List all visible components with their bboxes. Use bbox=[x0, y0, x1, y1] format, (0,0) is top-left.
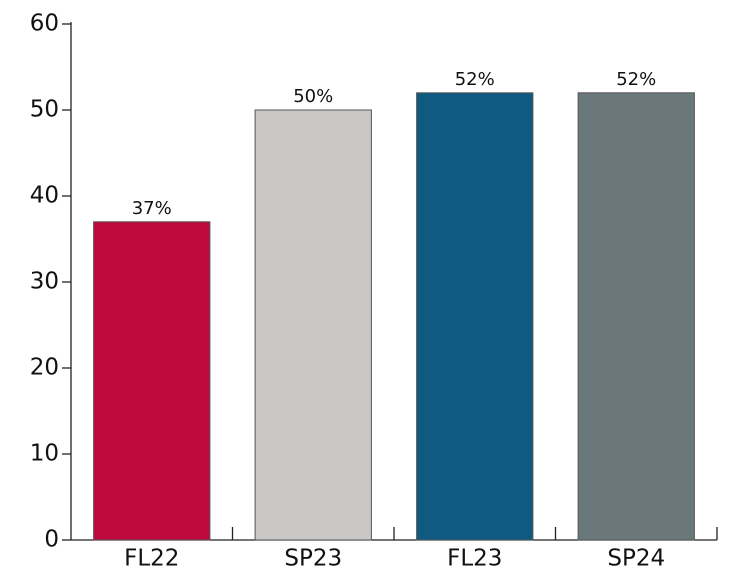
value-label: 52% bbox=[616, 69, 656, 90]
y-tick-label: 50 bbox=[30, 97, 59, 123]
x-tick-label: SP24 bbox=[607, 546, 665, 572]
y-tick-label: 40 bbox=[30, 183, 59, 209]
y-tick-label: 30 bbox=[30, 269, 59, 295]
bar bbox=[416, 92, 534, 541]
x-tick-label: FL23 bbox=[447, 546, 502, 572]
value-label: 37% bbox=[132, 198, 172, 219]
x-tick-label: FL22 bbox=[124, 546, 179, 572]
y-tick-label: 10 bbox=[30, 441, 59, 467]
y-tick-label: 60 bbox=[30, 11, 59, 37]
bar bbox=[577, 92, 695, 541]
bar bbox=[93, 221, 211, 541]
bar bbox=[254, 109, 372, 541]
x-tick-label: SP23 bbox=[284, 546, 342, 572]
y-tick-label: 20 bbox=[30, 355, 59, 381]
y-tick-label: 0 bbox=[44, 527, 59, 553]
value-label: 52% bbox=[455, 69, 495, 90]
value-label: 50% bbox=[293, 86, 333, 107]
